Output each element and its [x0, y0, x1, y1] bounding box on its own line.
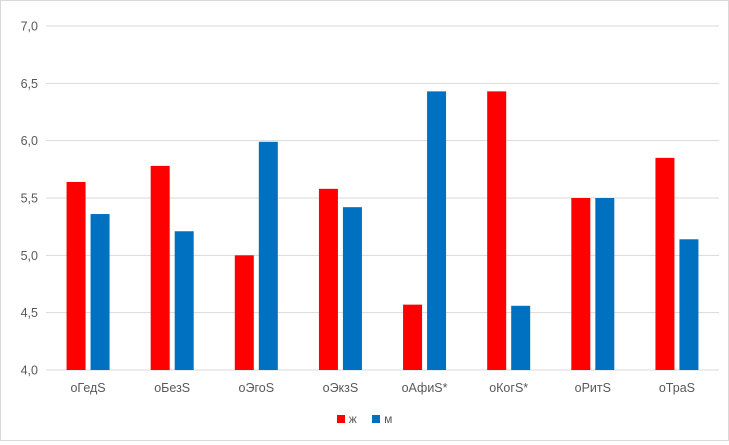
- x-tick-label: оТраS: [659, 381, 695, 395]
- y-tick-label: 4,5: [21, 306, 38, 320]
- bars: [66, 91, 699, 371]
- legend-label-zh: ж: [348, 412, 357, 426]
- bar-zh: [234, 255, 254, 370]
- bar-m: [342, 207, 362, 370]
- x-tick-label: оАфиS*: [402, 381, 448, 395]
- x-tick-label: оГедS: [70, 381, 105, 395]
- x-axis-tick-labels: оГедS оБезS оЭгоS оЭкзS оАфиS* оКогS* оРитS оТр…: [70, 381, 695, 395]
- y-axis-tick-labels: 4,0 4,5 5,0 5,5 6,0 6,5 7,0: [21, 20, 38, 378]
- bar-zh: [150, 165, 170, 370]
- x-tick-label: оРитS: [575, 381, 611, 395]
- x-tick-label: оЭкзS: [323, 381, 359, 395]
- bar-m: [595, 198, 615, 370]
- y-tick-label: 5,0: [21, 249, 38, 263]
- bar-m: [90, 214, 110, 370]
- x-tick-label: оКогS*: [489, 381, 528, 395]
- legend-swatch-zh: [336, 415, 345, 423]
- legend-item-m: м: [372, 412, 392, 426]
- gridlines: [46, 25, 719, 371]
- y-tick-label: 6,0: [21, 134, 38, 148]
- bar-m: [174, 231, 194, 370]
- bar-zh: [403, 304, 423, 370]
- bar-zh: [571, 198, 591, 370]
- bar-m: [427, 91, 447, 371]
- y-tick-label: 6,5: [21, 77, 38, 91]
- legend-swatch-m: [372, 415, 381, 423]
- bar-m: [679, 239, 699, 370]
- y-tick-label: 5,5: [21, 192, 38, 206]
- bar-zh: [487, 91, 507, 371]
- bar-zh: [318, 188, 338, 370]
- y-tick-label: 7,0: [21, 20, 38, 34]
- y-tick-label: 4,0: [21, 364, 38, 378]
- bar-zh: [66, 181, 86, 370]
- legend-label-m: м: [384, 412, 393, 426]
- legend-item-zh: ж: [336, 412, 357, 426]
- bar-m: [511, 305, 531, 370]
- bar-zh: [655, 157, 675, 370]
- legend: ж м: [1, 412, 728, 426]
- x-tick-label: оБезS: [154, 381, 190, 395]
- x-tick-label: оЭгоS: [239, 381, 275, 395]
- bar-m: [258, 141, 278, 370]
